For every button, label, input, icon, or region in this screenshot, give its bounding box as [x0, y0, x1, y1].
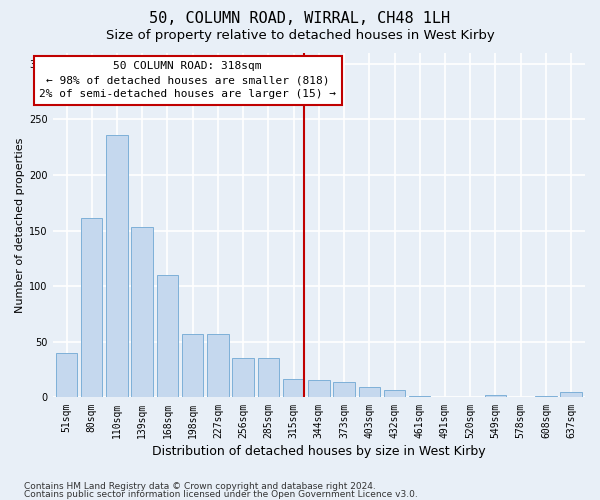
Text: Contains HM Land Registry data © Crown copyright and database right 2024.: Contains HM Land Registry data © Crown c… [24, 482, 376, 491]
X-axis label: Distribution of detached houses by size in West Kirby: Distribution of detached houses by size … [152, 444, 485, 458]
Bar [485, 395, 506, 398]
Bar [56, 353, 77, 398]
Bar [131, 227, 153, 398]
Bar [359, 388, 380, 398]
Bar [182, 334, 203, 398]
Bar [106, 135, 128, 398]
Text: 50 COLUMN ROAD: 318sqm
← 98% of detached houses are smaller (818)
2% of semi-det: 50 COLUMN ROAD: 318sqm ← 98% of detached… [39, 62, 336, 100]
Bar [535, 396, 557, 398]
Bar [308, 380, 329, 398]
Bar [207, 334, 229, 398]
Bar [232, 358, 254, 398]
Bar [384, 390, 405, 398]
Y-axis label: Number of detached properties: Number of detached properties [15, 138, 25, 312]
Bar [334, 382, 355, 398]
Bar [257, 358, 279, 398]
Bar [409, 396, 430, 398]
Text: Size of property relative to detached houses in West Kirby: Size of property relative to detached ho… [106, 28, 494, 42]
Bar [81, 218, 103, 398]
Text: Contains public sector information licensed under the Open Government Licence v3: Contains public sector information licen… [24, 490, 418, 499]
Bar [283, 378, 304, 398]
Bar [560, 392, 582, 398]
Text: 50, COLUMN ROAD, WIRRAL, CH48 1LH: 50, COLUMN ROAD, WIRRAL, CH48 1LH [149, 11, 451, 26]
Bar [157, 275, 178, 398]
